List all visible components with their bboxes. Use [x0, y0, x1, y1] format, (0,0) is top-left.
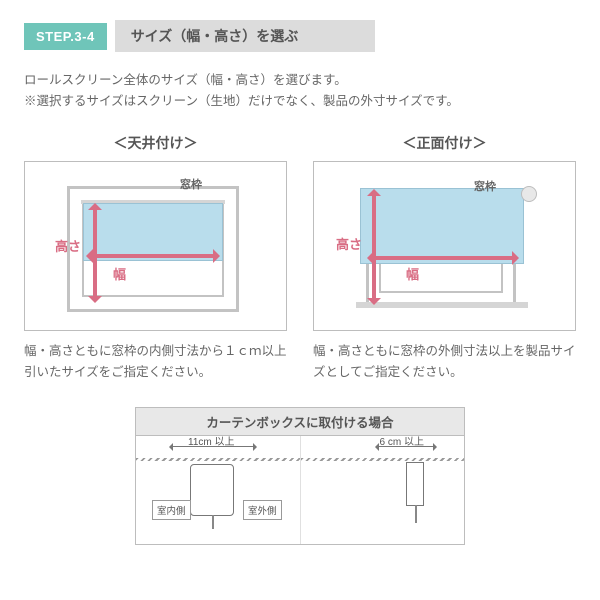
mount-type-row: ＜天井付け＞ 窓枠 高さ 幅 幅・高さともに窓枠の内側寸法から１ｃｍ以上引いたサ…	[24, 133, 576, 384]
frame-label: 窓枠	[180, 176, 202, 192]
front-mount-desc: 幅・高さともに窓枠の外側寸法以上を製品サイズとしてご指定ください。	[313, 341, 576, 384]
height-label: 高さ	[336, 234, 362, 253]
outside-tag: 室外側	[243, 500, 282, 520]
width-label: 幅	[113, 264, 126, 283]
curtain-right-cell: 6 cm 以上	[300, 436, 465, 544]
intro-text: ロールスクリーン全体のサイズ（幅・高さ）を選びます。 ※選択するサイズはスクリー…	[24, 70, 576, 113]
right-dimension: 6 cm 以上	[380, 433, 424, 448]
intro-line1: ロールスクリーン全体のサイズ（幅・高さ）を選びます。	[24, 70, 576, 91]
frame-label: 窓枠	[474, 178, 496, 194]
ceiling-mount-illustration: 窓枠 高さ 幅	[24, 161, 287, 331]
step-badge: STEP.3-4	[24, 23, 107, 50]
intro-line2: ※選択するサイズはスクリーン（生地）だけでなく、製品の外寸サイズです。	[24, 91, 576, 112]
inside-tag: 室内側	[152, 500, 191, 520]
height-label: 高さ	[55, 236, 81, 255]
width-label: 幅	[406, 264, 419, 283]
left-dimension: 11cm 以上	[188, 433, 235, 448]
front-mount-illustration: 窓枠 高さ 幅	[313, 161, 576, 331]
curtain-box-section: カーテンボックスに取付ける場合 11cm 以上 室内側 室外側 6 cm 以上	[135, 407, 465, 545]
curtain-left-cell: 11cm 以上 室内側 室外側	[136, 436, 300, 544]
ceiling-mount-desc: 幅・高さともに窓枠の内側寸法から１ｃｍ以上引いたサイズをご指定ください。	[24, 341, 287, 384]
curtain-box-title: カーテンボックスに取付ける場合	[136, 408, 464, 436]
curtain-box-body: 11cm 以上 室内側 室外側 6 cm 以上	[136, 436, 464, 544]
ceiling-mount-col: ＜天井付け＞ 窓枠 高さ 幅 幅・高さともに窓枠の内側寸法から１ｃｍ以上引いたサ…	[24, 133, 287, 384]
front-mount-col: ＜正面付け＞ 窓枠 高さ 幅 幅・高さともに窓枠の外側寸法以上を製品サイズとして…	[313, 133, 576, 384]
step-title: サイズ（幅・高さ）を選ぶ	[115, 20, 375, 52]
front-mount-title: ＜正面付け＞	[313, 133, 576, 153]
ceiling-mount-title: ＜天井付け＞	[24, 133, 287, 153]
step-header: STEP.3-4 サイズ（幅・高さ）を選ぶ	[24, 20, 576, 52]
